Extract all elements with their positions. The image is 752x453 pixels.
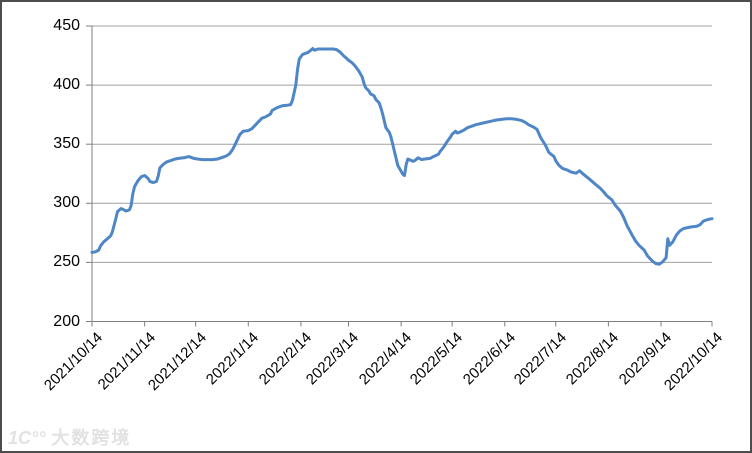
watermark-text: 大数跨境 — [51, 428, 132, 448]
y-axis-label: 200 — [53, 312, 80, 330]
watermark-logo-icon: 1C°° — [8, 428, 46, 448]
y-axis-label: 300 — [53, 194, 80, 212]
y-axis-label: 350 — [53, 135, 80, 153]
y-axis-label: 250 — [53, 253, 80, 271]
y-axis-label: 400 — [53, 76, 80, 94]
watermark: 1C°° 大数跨境 — [8, 424, 131, 450]
series-line — [90, 47, 714, 266]
y-axis-label: 450 — [53, 17, 80, 34]
